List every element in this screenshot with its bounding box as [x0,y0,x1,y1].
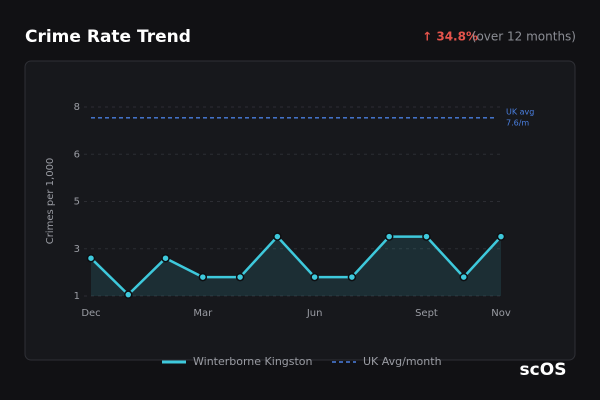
reference-label: UK avg [506,107,534,116]
y-tick-label: 5 [74,197,80,208]
x-tick-label: Jun [306,308,323,319]
legend-label: UK Avg/month [363,355,442,368]
point [124,290,133,299]
x-tick-label: Nov [491,308,511,319]
x-tick-label: Dec [81,308,100,319]
chart-title: Crime Rate Trend [25,27,191,47]
area [91,236,501,296]
change-label: ↑ 34.8% [422,30,478,44]
chart-panel [24,60,576,361]
point [384,232,394,241]
point [86,253,96,263]
point [198,272,208,282]
y-tick-label: 1 [74,291,80,302]
y-tick-label: 3 [74,244,80,255]
point [235,272,245,282]
y-tick-label: 8 [74,102,80,113]
point [496,232,506,241]
x-tick-label: Mar [193,308,213,319]
line [90,235,502,296]
legend-label: Winterborne Kingston [193,355,313,368]
reference-label: 7.6/m [506,118,529,127]
point [347,272,357,282]
brand: scOS [520,360,567,380]
point [310,272,319,282]
point [422,232,431,241]
y-axis-title: Crimes per 1,000 [45,158,56,245]
y-tick-label: 6 [74,149,80,160]
change-note: (over 12 months) [472,30,576,44]
x-tick-label: Sept [415,308,438,319]
point [161,253,170,263]
point [273,232,282,241]
point [459,272,468,282]
